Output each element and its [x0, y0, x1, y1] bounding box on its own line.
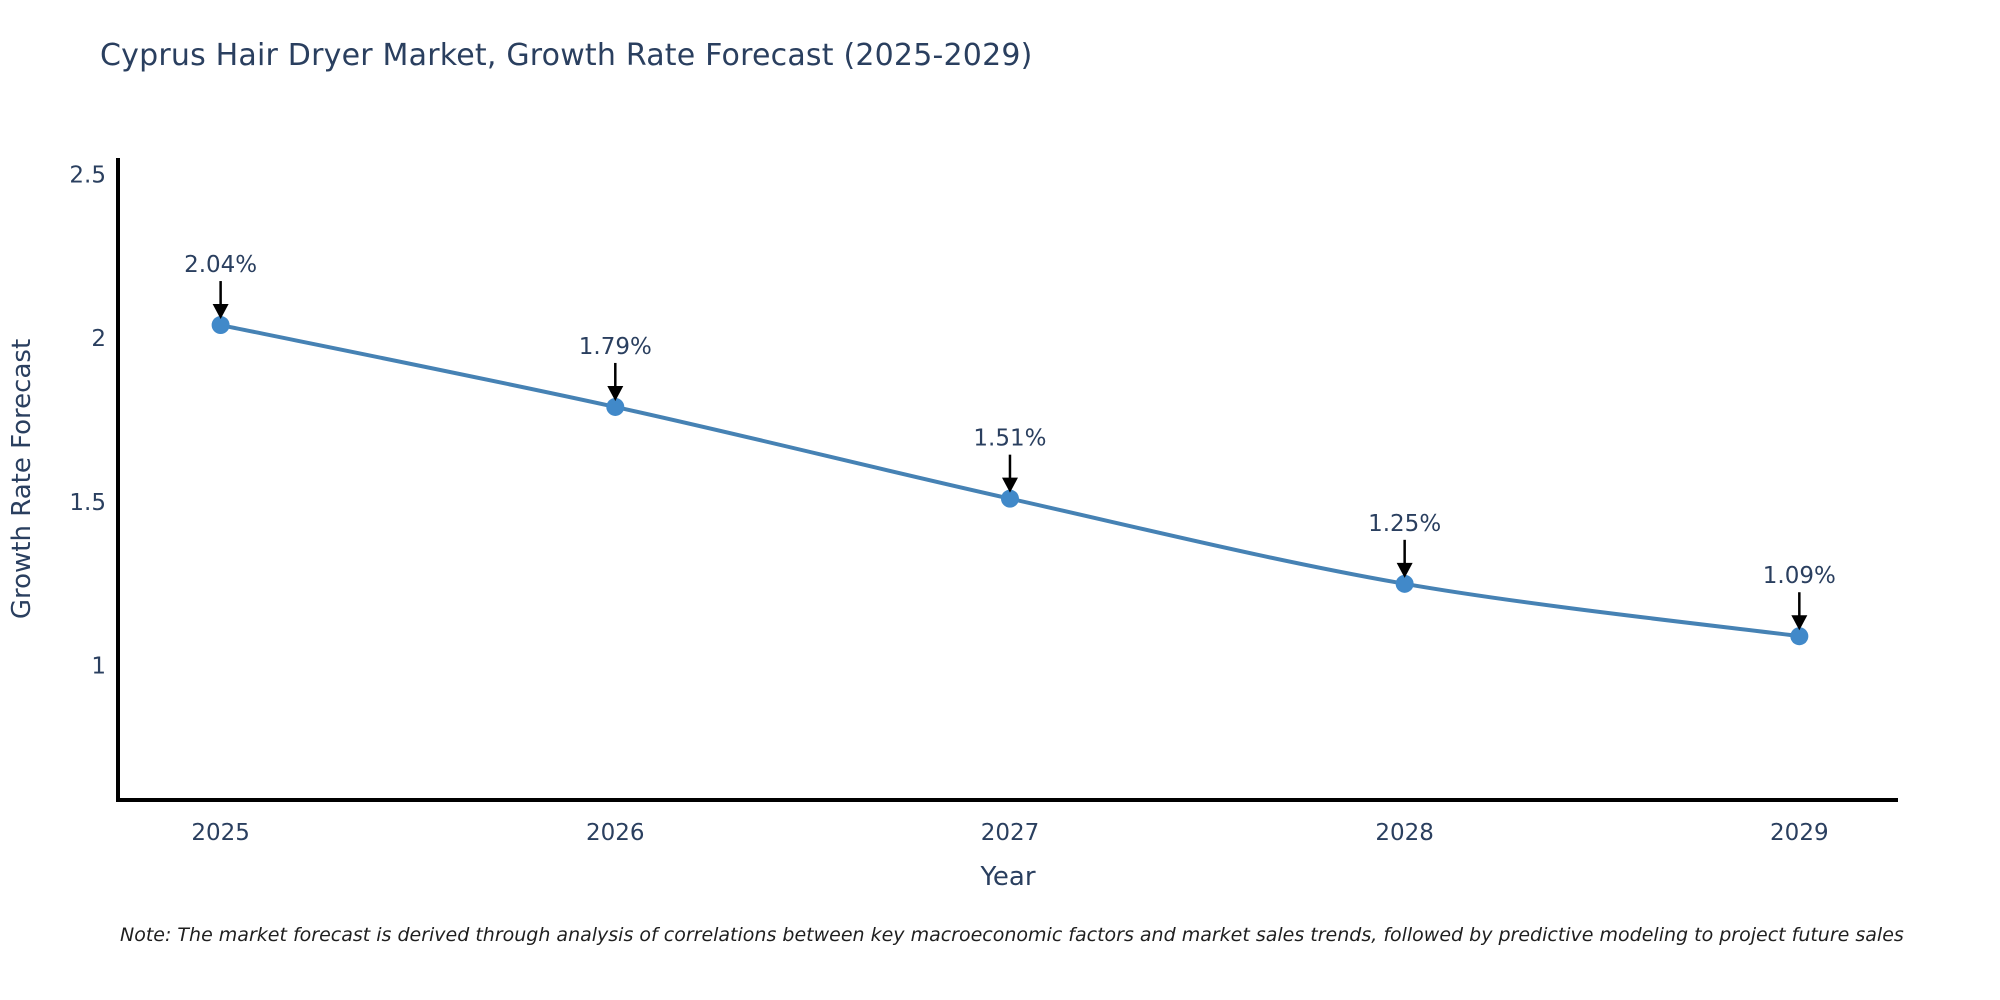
data-point-marker	[1395, 574, 1414, 593]
chart-title: Cyprus Hair Dryer Market, Growth Rate Fo…	[100, 38, 1033, 73]
annotation-arrow-head	[212, 304, 229, 320]
y-tick-label: 1.5	[69, 490, 106, 516]
annotation-arrow-head	[607, 385, 624, 401]
y-tick-label: 2	[91, 326, 106, 352]
y-tick-label: 1	[91, 654, 106, 680]
annotation-arrow-head	[1791, 615, 1808, 631]
data-point-label: 2.04%	[184, 252, 257, 278]
annotation-arrow-head	[1396, 562, 1413, 578]
y-axis-title: Growth Rate Forecast	[7, 339, 37, 619]
x-tick-label: 2029	[1770, 820, 1829, 846]
data-point-label: 1.25%	[1368, 511, 1441, 537]
x-tick-label: 2028	[1375, 820, 1434, 846]
data-point-label: 1.09%	[1763, 563, 1836, 589]
chart-footnote: Note: The market forecast is derived thr…	[120, 924, 1904, 946]
data-point-label: 1.51%	[973, 426, 1046, 452]
x-tick-label: 2025	[191, 820, 250, 846]
y-tick-label: 2.5	[69, 162, 106, 188]
annotation-arrow-head	[1001, 477, 1018, 493]
data-point-marker	[1790, 627, 1809, 646]
x-axis-title: Year	[979, 862, 1035, 892]
data-point-marker	[1000, 489, 1019, 508]
x-tick-label: 2026	[586, 820, 645, 846]
data-point-label: 1.79%	[579, 334, 652, 360]
x-tick-label: 2027	[981, 820, 1040, 846]
data-point-marker	[211, 316, 230, 335]
data-point-marker	[606, 397, 625, 416]
